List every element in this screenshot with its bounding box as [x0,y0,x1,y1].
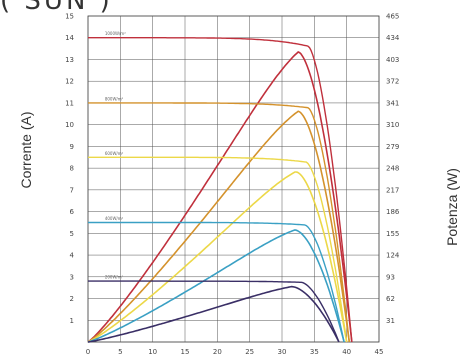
y-tick-label-right: 31 [386,317,395,325]
y-tick-label-left: 9 [70,143,74,151]
y-tick-label-left: 5 [70,230,74,238]
irradiance-annotation: 200W/m² [105,275,124,280]
y-tick-label-right: 217 [386,186,399,194]
x-tick-label: 40 [342,348,351,356]
y-tick-label-right: 310 [386,121,399,129]
x-tick-label: 15 [181,348,190,356]
x-tick-label: 5 [118,348,122,356]
y-tick-label-right: 93 [386,273,395,281]
y-tick-label-left: 4 [70,252,75,260]
y-tick-label-right: 279 [386,143,399,151]
y-tick-label-right: 62 [386,295,395,303]
irradiance-annotation: 800W/m² [105,96,124,101]
y-tick-label-right: 124 [386,252,400,260]
y-tick-label-left: 10 [65,121,74,129]
irradiance-annotation: 600W/m² [105,151,124,156]
x-tick-label: 20 [213,348,222,356]
y-tick-label-right: 465 [386,13,399,21]
y-tick-label-left: 13 [65,56,74,64]
x-tick-label: 35 [310,348,319,356]
plot-area [88,16,379,342]
y-tick-label-left: 14 [65,34,74,42]
y-tick-label-left: 2 [70,295,74,303]
x-tick-label: 30 [278,348,287,356]
y-tick-label-left: 11 [65,99,74,107]
x-tick-label: 45 [375,348,384,356]
y-tick-label-right: 341 [386,99,399,107]
chart-grid [88,16,379,342]
y-tick-label-left: 3 [70,273,74,281]
irradiance-annotation: 400W/m² [105,216,124,221]
y-tick-label-left: 6 [70,208,75,216]
x-tick-label: 10 [148,348,157,356]
y-tick-label-right: 434 [386,34,400,42]
y-tick-label-right: 155 [386,230,399,238]
y-tick-label-left: 7 [70,186,74,194]
y-tick-label-right: 248 [386,165,399,173]
y-tick-label-left: 15 [65,13,74,21]
y-tick-label-left: 1 [70,317,74,325]
y-tick-label-right: 186 [386,208,400,216]
x-tick-label: 0 [86,348,90,356]
y-tick-label-left: 8 [70,165,74,173]
irradiance-annotation: 1000W/m² [105,31,126,36]
y-tick-label-right: 372 [386,78,399,86]
y-tick-label-left: 12 [65,78,74,86]
y-tick-label-right: 403 [386,56,399,64]
x-tick-label: 25 [245,348,254,356]
